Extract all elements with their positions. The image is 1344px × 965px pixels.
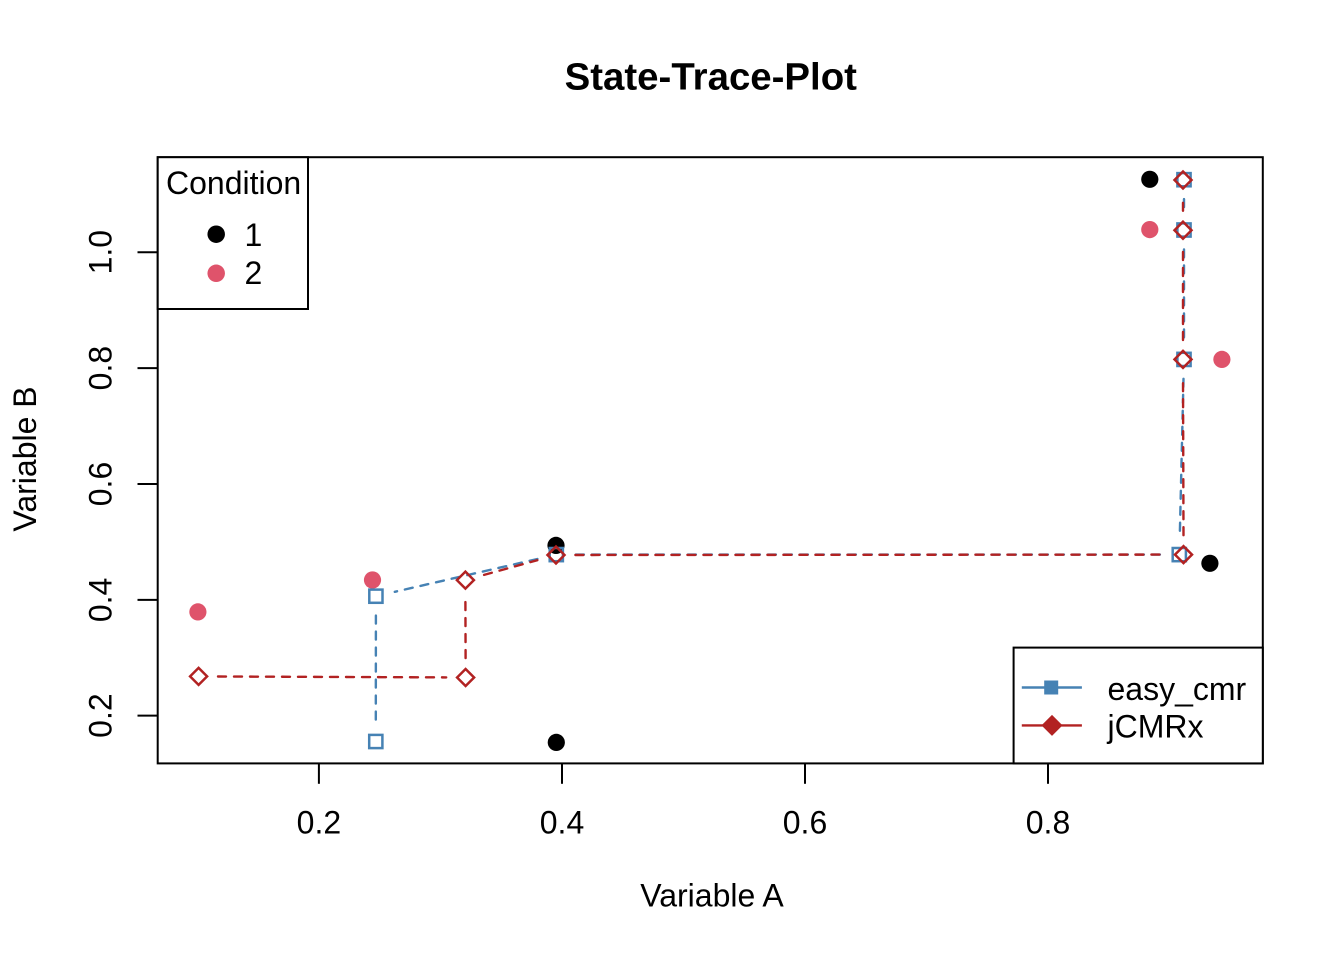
svg-text:0.2: 0.2 [83, 693, 119, 737]
svg-text:1: 1 [245, 217, 263, 253]
svg-text:1.0: 1.0 [83, 230, 119, 274]
svg-text:0.8: 0.8 [83, 346, 119, 390]
svg-text:0.4: 0.4 [83, 578, 119, 622]
svg-text:0.6: 0.6 [783, 805, 827, 841]
svg-text:0.4: 0.4 [540, 805, 584, 841]
svg-text:jCMRx: jCMRx [1107, 709, 1204, 745]
svg-text:0.6: 0.6 [83, 462, 119, 506]
svg-text:Condition: Condition [166, 165, 301, 201]
svg-text:0.2: 0.2 [297, 805, 341, 841]
svg-text:Variable B: Variable B [7, 386, 43, 531]
svg-text:Variable A: Variable A [640, 878, 784, 914]
svg-text:2: 2 [245, 255, 263, 291]
svg-text:State-Trace-Plot: State-Trace-Plot [565, 56, 857, 99]
svg-text:easy_cmr: easy_cmr [1108, 671, 1247, 707]
svg-text:0.8: 0.8 [1026, 805, 1070, 841]
